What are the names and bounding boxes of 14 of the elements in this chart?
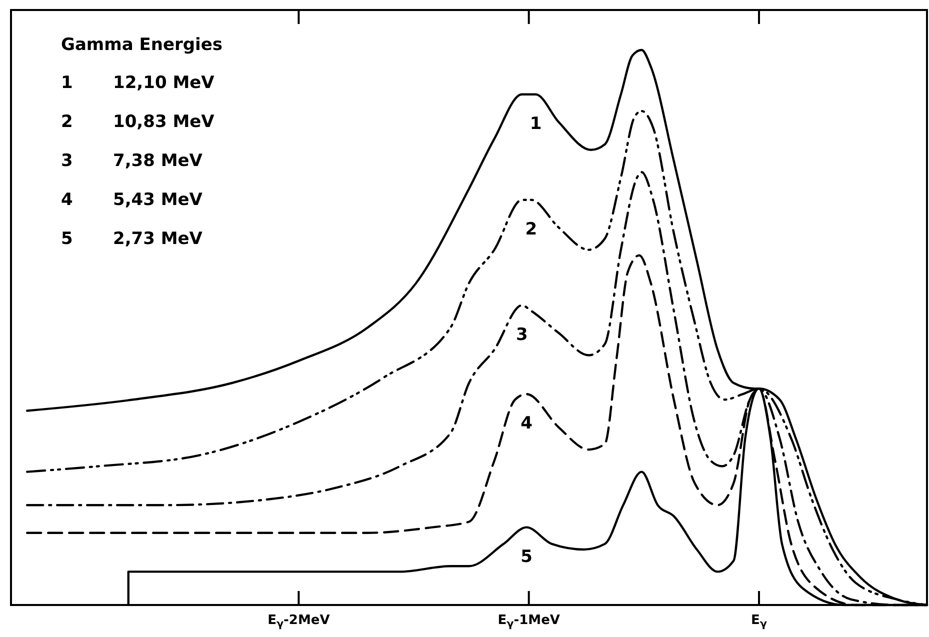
annotation: 3 — [516, 324, 528, 345]
text: 1 12,10 MeV — [61, 73, 214, 93]
x-tick-label: E$_{γ}$-2MeV — [268, 613, 330, 630]
x-tick-label: E$_{γ}$-1MeV — [498, 613, 560, 630]
annotation: 5 — [520, 546, 532, 567]
annotation: 1 — [530, 114, 542, 134]
text: 2 10,83 MeV — [61, 112, 214, 132]
x-tick-label: E$_{γ}$ — [751, 613, 767, 630]
text: 5 2,73 MeV — [61, 229, 202, 249]
annotation: 2 — [525, 219, 538, 240]
text: 4 5,43 MeV — [61, 190, 202, 210]
text: 3 7,38 MeV — [61, 151, 202, 171]
annotation: 4 — [520, 414, 533, 434]
legend-title: Gamma Energies — [61, 35, 223, 55]
